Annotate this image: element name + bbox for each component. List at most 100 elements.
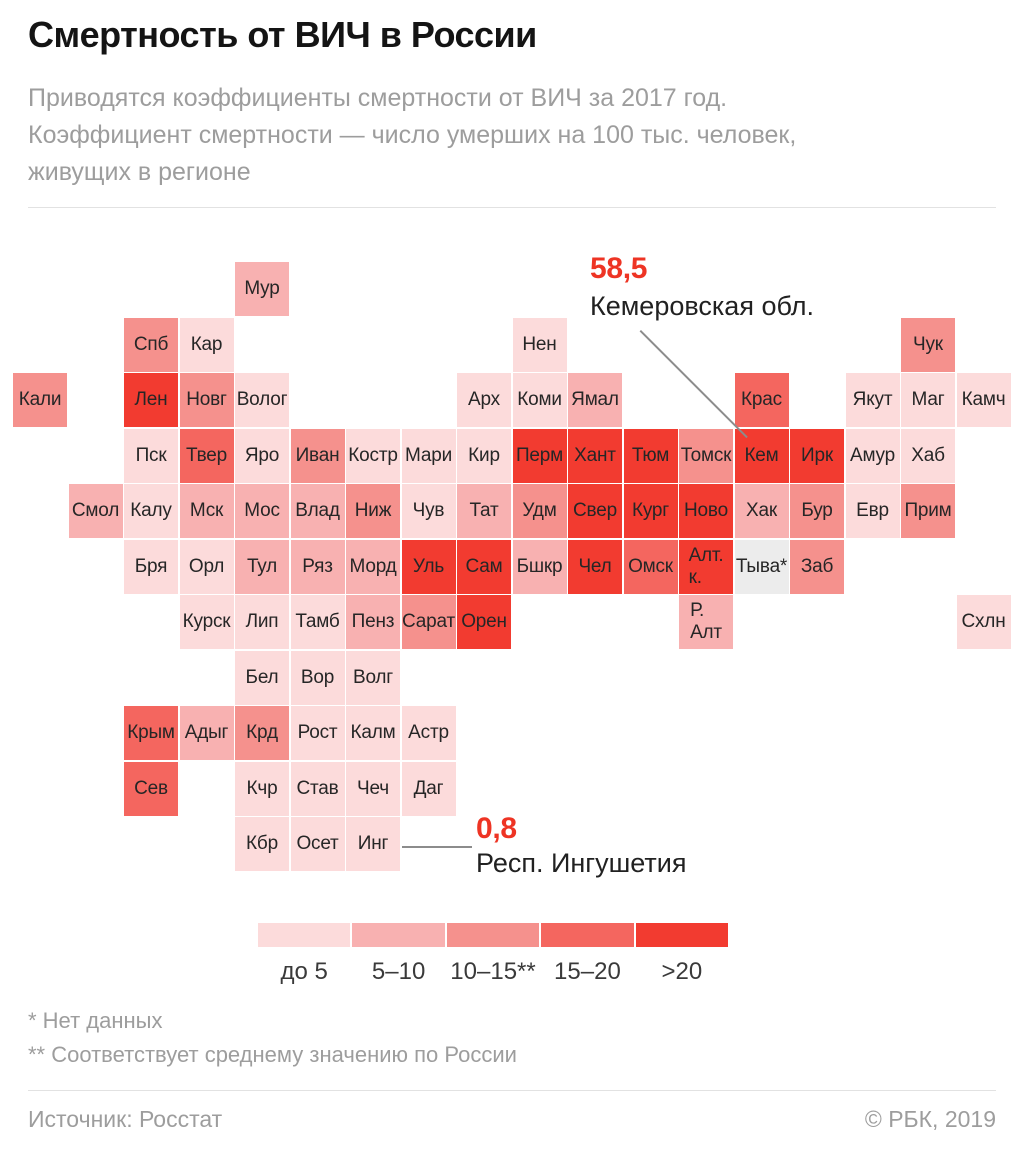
region-tile-Удм: Удм	[512, 484, 567, 538]
annotation-ingushetia-label: Респ. Ингушетия	[476, 848, 687, 878]
subtitle-line-2: Коэффициент смертности — число умерших н…	[28, 121, 797, 149]
legend-swatch-0	[258, 923, 351, 947]
region-tile-Схлн: Схлн	[956, 595, 1011, 649]
region-tile-Чув: Чув	[401, 484, 456, 538]
region-tile-Твер: Твер	[179, 428, 234, 483]
region-tile-Осет: Осет	[290, 817, 345, 871]
region-tile-Кар: Кар	[179, 317, 234, 372]
legend-swatch-2	[446, 923, 540, 947]
region-tile-Тыва: Тыва*	[734, 539, 789, 594]
region-tile-Яро: Яро	[235, 428, 289, 483]
region-tile-Калу: Калу	[124, 484, 178, 538]
region-tile-Омск: Омск	[623, 539, 678, 594]
region-tile-Лен: Лен	[124, 373, 178, 427]
region-tile-Бел: Бел	[235, 650, 289, 705]
region-tile-Вор: Вор	[290, 650, 345, 705]
region-tile-Курск: Курск	[179, 595, 234, 649]
region-tile-Тул: Тул	[235, 539, 289, 594]
region-tile-Перм: Перм	[512, 428, 567, 483]
region-tile-Кчр: Кчр	[235, 761, 289, 816]
annotation-ingushetia-line	[402, 846, 472, 848]
region-tile-Калм: Калм	[346, 706, 400, 760]
legend-labels: до 5 5–10 10–15** 15–20 >20	[258, 958, 728, 986]
region-tile-Чел: Чел	[568, 539, 622, 594]
region-tile-Мск: Мск	[179, 484, 234, 538]
region-tile-Даг: Даг	[401, 761, 456, 816]
page-title: Смертность от ВИЧ в России	[28, 14, 537, 55]
legend-label-1: 5–10	[371, 958, 426, 985]
region-tile-Мос: Мос	[235, 484, 289, 538]
region-tile-Ямал: Ямал	[568, 373, 622, 427]
region-tile-Арх: Арх	[457, 373, 511, 427]
region-tile-Пенз: Пенз	[346, 595, 400, 649]
region-tile-Тамб: Тамб	[290, 595, 345, 649]
region-tile-Адыг: Адыг	[179, 706, 234, 760]
region-tile-Сарат: Сарат	[401, 595, 456, 649]
region-tile-Бря: Бря	[124, 539, 178, 594]
legend-swatch-4	[635, 923, 729, 947]
region-tile-Астр: Астр	[401, 706, 456, 760]
region-tile-Орл: Орл	[179, 539, 234, 594]
region-tile-Кем: Кем	[734, 428, 789, 483]
region-tile-Волог: Волог	[235, 373, 289, 427]
region-tile-Хак: Хак	[734, 484, 789, 538]
region-tile-Волг: Волг	[346, 650, 400, 705]
legend-label-4: >20	[661, 958, 703, 985]
region-tile-Заб: Заб	[790, 539, 844, 594]
region-tile-РАлт: Р. Алт	[679, 595, 733, 649]
region-tile-Бур: Бур	[790, 484, 844, 538]
region-tile-Хаб: Хаб	[901, 428, 955, 483]
region-tile-Кир: Кир	[457, 428, 511, 483]
region-tile-Крас: Крас	[734, 373, 789, 427]
subtitle-line-1: Приводятся коэффициенты смертности от ВИ…	[28, 84, 728, 112]
region-tile-Амур: Амур	[845, 428, 900, 483]
region-tile-Ново: Ново	[679, 484, 733, 538]
top-divider	[28, 207, 996, 208]
region-tile-Спб: Спб	[124, 317, 178, 372]
region-tile-Мари: Мари	[401, 428, 456, 483]
legend-label-0: до 5	[280, 958, 328, 985]
region-tile-Тат: Тат	[457, 484, 511, 538]
publisher-credit: © РБК, 2019	[864, 1106, 996, 1132]
annotation-kemerovo-value: 58,5	[590, 252, 648, 285]
region-tile-Пск: Пск	[124, 428, 178, 483]
region-tile-Евр: Евр	[845, 484, 900, 538]
region-tile-Коми: Коми	[512, 373, 567, 427]
legend-swatch-1	[352, 923, 445, 947]
region-tile-Влад: Влад	[290, 484, 345, 538]
region-tile-Кург: Кург	[623, 484, 678, 538]
region-tile-Камч: Камч	[956, 373, 1011, 427]
legend-swatch-3	[541, 923, 634, 947]
source-credit: Источник: Росстат	[28, 1106, 223, 1132]
region-tile-Мур: Мур	[235, 262, 289, 316]
region-tile-Крым: Крым	[124, 706, 178, 760]
region-tile-Бшкр: Бшкр	[512, 539, 567, 594]
bottom-divider	[28, 1090, 996, 1091]
region-tile-Костр: Костр	[346, 428, 400, 483]
region-tile-Якут: Якут	[845, 373, 900, 427]
region-tile-Иван: Иван	[290, 428, 345, 483]
region-tile-Нен: Нен	[512, 317, 567, 372]
region-tile-Тюм: Тюм	[623, 428, 678, 483]
region-tile-Крд: Крд	[235, 706, 289, 760]
page-subtitle: Приводятся коэффициенты смертности от ВИ…	[28, 80, 796, 191]
region-tile-Кали: Кали	[13, 373, 67, 427]
region-tile-Ниж: Ниж	[346, 484, 400, 538]
region-tile-Смол: Смол	[68, 484, 123, 538]
region-tile-Сам: Сам	[457, 539, 511, 594]
legend-label-2: 10–15**	[450, 958, 536, 985]
footnote-average: ** Соответствует среднему значению по Ро…	[28, 1042, 517, 1067]
region-tile-Маг: Маг	[901, 373, 955, 427]
region-tile-Сев: Сев	[124, 761, 178, 816]
region-tile-Инг: Инг	[346, 817, 400, 871]
region-tile-Орен: Орен	[457, 595, 511, 649]
region-tile-Томск: Томск	[679, 428, 733, 483]
region-tile-Свер: Свер	[568, 484, 622, 538]
region-tile-Чеч: Чеч	[346, 761, 400, 816]
region-tile-Прим: Прим	[901, 484, 955, 538]
legend-label-3: 15–20	[554, 958, 621, 985]
region-tile-Лип: Лип	[235, 595, 289, 649]
region-tile-Ряз: Ряз	[290, 539, 345, 594]
legend: до 5 5–10 10–15** 15–20 >20	[258, 923, 729, 986]
